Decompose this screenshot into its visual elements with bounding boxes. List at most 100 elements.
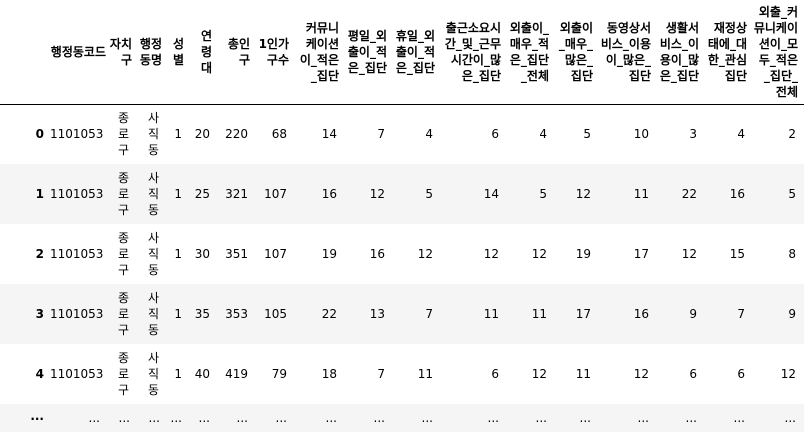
- cell-text: 사직동: [147, 111, 160, 158]
- table-cell: 7: [377, 367, 385, 381]
- table-cell: 6: [737, 367, 745, 381]
- ellipsis-cell: ...: [170, 411, 182, 425]
- table-cell: 사직동: [138, 344, 168, 404]
- cell-text: 종로구: [117, 291, 130, 337]
- table-cell: 7: [377, 127, 385, 142]
- table-cell: 25: [194, 187, 210, 201]
- table-cell: 3: [689, 127, 697, 142]
- table-cell: 4: [539, 127, 547, 142]
- ellipsis-cell: ...: [733, 411, 745, 425]
- table-cell: 40: [194, 367, 210, 381]
- table-cell: 35: [194, 307, 210, 321]
- cell-text: 종로구: [117, 111, 130, 158]
- table-cell: 4: [425, 127, 433, 142]
- table-cell: 종로구: [108, 224, 138, 284]
- ellipsis-cell: ...: [236, 411, 248, 425]
- table-cell: 1101053: [50, 187, 104, 201]
- table-cell: 22: [681, 187, 697, 201]
- index-header: [0, 0, 50, 105]
- table-cell: 321: [225, 187, 248, 201]
- column-header: 생활서비스_이용이_많은_집단: [657, 0, 705, 105]
- column-header: 자치구: [108, 0, 138, 105]
- table-cell: 1101053: [50, 247, 104, 261]
- table-cell: 12: [780, 367, 796, 381]
- table-cell: 10: [633, 127, 649, 142]
- table-cell: 17: [633, 247, 649, 261]
- table-cell: 종로구: [108, 284, 138, 344]
- table-cell: 20: [194, 127, 210, 142]
- table-cell: 13: [369, 307, 385, 321]
- table-cell: 6: [689, 367, 697, 381]
- ellipsis-cell: ...: [325, 411, 337, 425]
- table-cell: 18: [321, 367, 337, 381]
- ellipsis-cell: ...: [579, 411, 591, 425]
- table-cell: 351: [225, 247, 248, 261]
- row-index: 1: [35, 187, 44, 201]
- table-cell: 1: [174, 367, 182, 381]
- ellipsis-cell: ...: [148, 411, 160, 425]
- table-cell: 22: [321, 307, 337, 321]
- table-cell: 사직동: [138, 164, 168, 224]
- column-header: 커뮤니케이션이_적은_집단: [295, 0, 345, 105]
- table-cell: 14: [321, 127, 337, 142]
- table-cell: 종로구: [108, 164, 138, 224]
- table-cell: 68: [271, 127, 287, 142]
- table-cell: 6: [491, 127, 499, 142]
- table-cell: 9: [788, 307, 796, 321]
- table-cell: 1: [174, 247, 182, 261]
- table-cell: 종로구: [108, 344, 138, 404]
- table-body: 0 1101053 종로구 사직동 1 20 220 68 14 7 4 6 4 5 10 3 4 2 1 11010…: [0, 104, 804, 432]
- table-cell: 16: [321, 187, 337, 201]
- column-header: 1인가구수: [256, 0, 295, 105]
- table-cell: 30: [194, 247, 210, 261]
- column-header: 외출이_매우_적은_집단_전체: [507, 0, 555, 105]
- column-header: 휴일_외출이_적은_집단: [393, 0, 441, 105]
- cell-text: 종로구: [117, 171, 130, 217]
- column-header: 성별: [168, 0, 190, 105]
- table-cell: 353: [225, 307, 248, 321]
- column-header: 출근소요시간_및_근무시간이_많은_집단: [441, 0, 507, 105]
- column-header: 총인구: [218, 0, 256, 105]
- table-cell: 105: [264, 307, 287, 321]
- ellipsis-cell: ...: [421, 411, 433, 425]
- ellipsis-cell: ...: [275, 411, 287, 425]
- column-header: 평일_외출이_적은_집단: [345, 0, 393, 105]
- table-cell: 12: [483, 247, 499, 261]
- table-row: 4 1101053 종로구 사직동 1 40 419 79 18 7 11 6 12 11 12 6 6 12: [0, 344, 804, 404]
- column-header: 행정동명: [138, 0, 168, 105]
- table-cell: 19: [321, 247, 337, 261]
- table-cell: 79: [271, 367, 287, 381]
- column-header: 연령대: [190, 0, 218, 105]
- table-row: 3 1101053 종로구 사직동 1 35 353 105 22 13 7 11 11 17 16 9 7 9: [0, 284, 804, 344]
- table-cell: 5: [539, 187, 547, 201]
- table-cell: 419: [225, 367, 248, 381]
- column-header: 외출_커뮤니케이션이_모두_적은_집단_전체: [753, 0, 804, 105]
- header-row: 행정동코드 자치구 행정동명 성별 연령대 총인구 1인가구수 커뮤니케이션이_…: [0, 0, 804, 105]
- table-cell: 사직동: [138, 224, 168, 284]
- ellipsis-cell: ...: [637, 411, 649, 425]
- ellipsis-cell: ...: [487, 411, 499, 425]
- column-header: 동영상서비스_이용이_많은_집단: [599, 0, 657, 105]
- table-cell: 11: [531, 307, 547, 321]
- cell-text: 종로구: [117, 351, 130, 397]
- table-cell: 1101053: [50, 127, 104, 142]
- table-cell: 15: [729, 247, 745, 261]
- column-header: 행정동코드: [50, 0, 108, 105]
- table-cell: 11: [633, 187, 649, 201]
- table-cell: 16: [633, 307, 649, 321]
- table-cell: 12: [417, 247, 433, 261]
- cell-text: 종로구: [117, 231, 130, 277]
- table-row: 0 1101053 종로구 사직동 1 20 220 68 14 7 4 6 4 5 10 3 4 2: [0, 104, 804, 164]
- ellipsis-cell: ...: [88, 411, 100, 425]
- row-index: 3: [35, 307, 44, 321]
- table-cell: 220: [225, 127, 248, 142]
- table-cell: 11: [575, 367, 591, 381]
- table-cell: 8: [788, 247, 796, 261]
- table-cell: 5: [788, 187, 796, 201]
- table-cell: 7: [425, 307, 433, 321]
- ellipsis-row: ........................................…: [0, 404, 804, 432]
- row-index: 4: [35, 367, 44, 381]
- table-cell: 12: [681, 247, 697, 261]
- table-cell: 11: [483, 307, 499, 321]
